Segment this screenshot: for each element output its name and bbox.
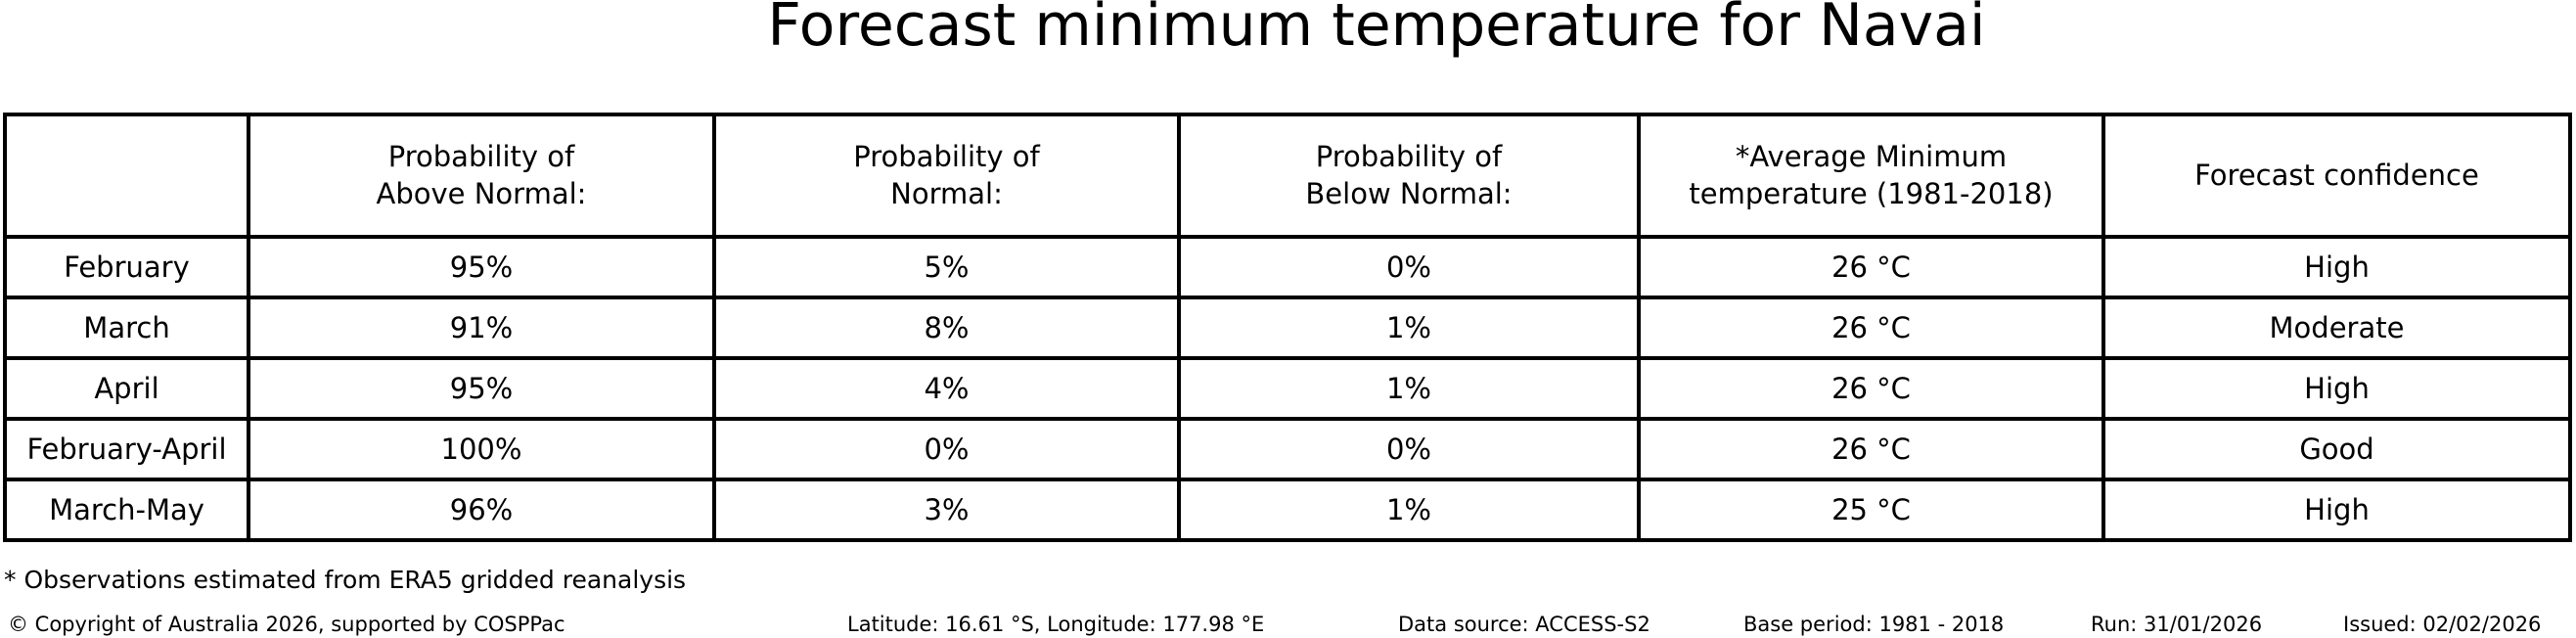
cell-normal: 5% [712,235,1181,299]
cell-above-normal: 95% [247,235,716,299]
header-row: Probability of Above Normal: Probability… [3,113,2572,239]
table-row-february: February 95% 5% 0% 26 °C High [3,235,2572,299]
row-label: February [3,235,250,299]
table-row-march-may: March-May 96% 3% 1% 25 °C High [3,478,2572,542]
base-period-text: Base period: 1981 - 2018 [1743,613,2005,636]
cell-below-normal: 1% [1177,478,1641,542]
row-label: March-May [3,478,250,542]
cell-forecast-confidence: High [2101,478,2572,542]
cell-below-normal: 1% [1177,356,1641,421]
cell-below-normal: 0% [1177,417,1641,481]
col-header-forecast-confidence: Forecast confidence [2101,113,2572,239]
cell-average-min-temperature: 26 °C [1637,356,2105,421]
issued-date-text: Issued: 02/02/2026 [2343,613,2542,636]
run-date-text: Run: 31/01/2026 [2091,613,2263,636]
row-label: March [3,296,250,360]
col-header-above-normal: Probability of Above Normal: [247,113,716,239]
col-header-below-normal: Probability of Below Normal: [1177,113,1641,239]
table-row-april: April 95% 4% 1% 26 °C High [3,356,2572,421]
cell-above-normal: 91% [247,296,716,360]
cell-forecast-confidence: High [2101,235,2572,299]
cell-average-min-temperature: 26 °C [1637,296,2105,360]
cell-below-normal: 0% [1177,235,1641,299]
cell-average-min-temperature: 25 °C [1637,478,2105,542]
copyright-text: © Copyright of Australia 2026, supported… [8,613,565,636]
col-header-normal: Probability of Normal: [712,113,1181,239]
cell-above-normal: 96% [247,478,716,542]
footnote-text: * Observations estimated from ERA5 gridd… [4,566,687,594]
cell-normal: 3% [712,478,1181,542]
table-row-march: March 91% 8% 1% 26 °C Moderate [3,296,2572,360]
corner-cell [3,113,250,239]
cell-forecast-confidence: High [2101,356,2572,421]
row-label: February-April [3,417,250,481]
data-source-text: Data source: ACCESS-S2 [1398,613,1650,636]
cell-normal: 0% [712,417,1181,481]
forecast-table: Probability of Above Normal: Probability… [3,113,2572,542]
row-label: April [3,356,250,421]
cell-normal: 4% [712,356,1181,421]
col-header-average-min-temperature: *Average Minimum temperature (1981-2018) [1637,113,2105,239]
cell-average-min-temperature: 26 °C [1637,235,2105,299]
table-row-february-april: February-April 100% 0% 0% 26 °C Good [3,417,2572,481]
cell-average-min-temperature: 26 °C [1637,417,2105,481]
page-title: Forecast minimum temperature for Navai [767,0,1986,60]
cell-above-normal: 100% [247,417,716,481]
cell-normal: 8% [712,296,1181,360]
cell-forecast-confidence: Moderate [2101,296,2572,360]
cell-below-normal: 1% [1177,296,1641,360]
cell-above-normal: 95% [247,356,716,421]
cell-forecast-confidence: Good [2101,417,2572,481]
coordinates-text: Latitude: 16.61 °S, Longitude: 177.98 °E [847,613,1265,636]
